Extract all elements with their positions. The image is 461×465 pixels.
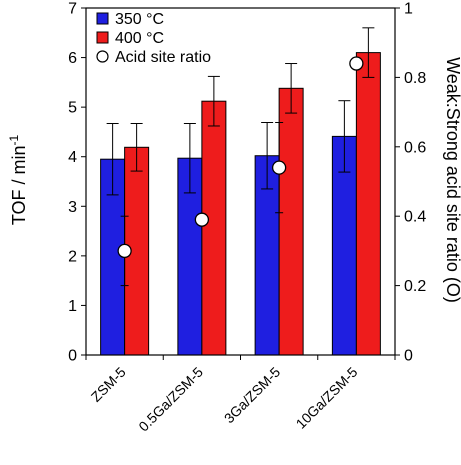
y-tick-label: 1 bbox=[68, 298, 77, 315]
y-tick-label: 7 bbox=[68, 1, 77, 18]
error-bars-layer bbox=[106, 27, 375, 196]
legend-label: Acid site ratio bbox=[115, 49, 211, 66]
acid-ratio-point bbox=[194, 212, 210, 227]
acid-ratio-point bbox=[117, 243, 132, 259]
legend-label: 350 °C bbox=[115, 11, 164, 28]
legend: 350 °C 400 °C Acid site ratio bbox=[96, 11, 211, 66]
plot-frame bbox=[85, 7, 396, 356]
x-tick-label: 10Ga/ZSM-5 bbox=[293, 364, 361, 432]
y-tick-label: 3 bbox=[68, 199, 77, 216]
y2-axis-title: Weak:Strong acid site ratio (O) bbox=[443, 57, 461, 303]
y-tick-label: 5 bbox=[68, 100, 77, 117]
legend-label: 400 °C bbox=[115, 30, 164, 47]
y2-tick-label: 0.6 bbox=[404, 139, 426, 156]
bars-layer bbox=[100, 52, 381, 356]
legend-swatch bbox=[96, 12, 109, 25]
y2-tick-label: 0 bbox=[404, 348, 413, 365]
y-tick-label: 0 bbox=[68, 348, 77, 365]
y-tick-label: 2 bbox=[68, 248, 77, 265]
bar-400c bbox=[278, 87, 304, 356]
legend-swatch bbox=[96, 31, 109, 44]
acid-ratio-point bbox=[271, 160, 287, 175]
bar-400c bbox=[201, 100, 227, 356]
y2-tick-label: 1 bbox=[404, 1, 413, 18]
y2-tick-label: 0.2 bbox=[404, 278, 426, 295]
acid-ratio-point bbox=[349, 56, 364, 71]
y-axis-title: TOF / min-1 bbox=[7, 134, 29, 225]
y-axis-title-exponent: -1 bbox=[7, 134, 21, 145]
x-tick-label: 3Ga/ZSM-5 bbox=[221, 364, 284, 427]
x-tick-label: ZSM-5 bbox=[88, 364, 129, 405]
y-tick-label: 4 bbox=[68, 149, 77, 166]
x-tick-label: 0.5Ga/ZSM-5 bbox=[135, 364, 206, 435]
y-axis-title-text: TOF / min bbox=[9, 145, 29, 225]
y2-tick-label: 0.8 bbox=[404, 70, 426, 87]
y2-tick-label: 0.4 bbox=[404, 209, 426, 226]
acid-ratio-points-layer bbox=[117, 56, 364, 287]
legend-marker bbox=[96, 50, 109, 63]
y-tick-label: 6 bbox=[68, 50, 77, 67]
bar-400c bbox=[355, 52, 381, 356]
